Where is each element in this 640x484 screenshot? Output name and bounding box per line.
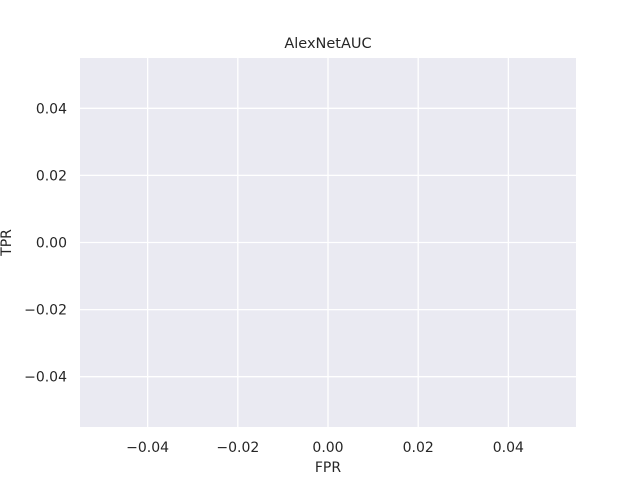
x-tick-label: 0.00 bbox=[312, 440, 343, 456]
y-axis-label: TPR bbox=[0, 229, 15, 257]
x-tick-label: −0.04 bbox=[126, 440, 169, 456]
y-tick-labels: −0.04 −0.02 0.00 0.02 0.04 bbox=[24, 101, 67, 385]
x-tick-labels: −0.04 −0.02 0.00 0.02 0.04 bbox=[126, 440, 524, 456]
x-axis-label: FPR bbox=[315, 460, 341, 476]
y-gridlines bbox=[80, 107, 576, 378]
y-tick-label: −0.02 bbox=[24, 303, 67, 319]
y-tick-label: 0.00 bbox=[36, 236, 67, 252]
y-tick-label: −0.04 bbox=[24, 370, 67, 386]
y-tick-label: 0.02 bbox=[36, 168, 67, 184]
x-tick-label: −0.02 bbox=[216, 440, 259, 456]
y-tick-label: 0.04 bbox=[36, 101, 67, 117]
chart-title: AlexNetAUC bbox=[284, 36, 371, 52]
x-tick-label: 0.04 bbox=[493, 440, 524, 456]
x-tick-label: 0.02 bbox=[403, 440, 434, 456]
